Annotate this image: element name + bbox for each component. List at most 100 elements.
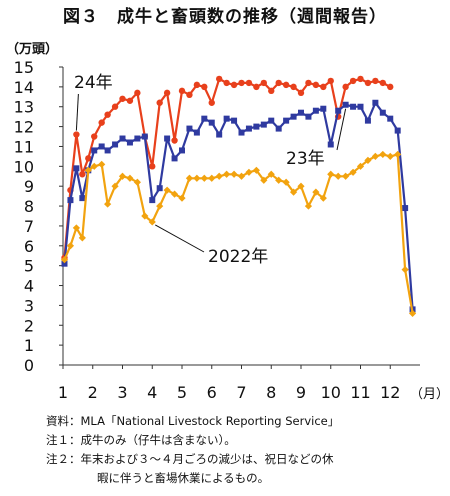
data-point (216, 131, 223, 138)
data-point (297, 182, 305, 190)
data-point (386, 152, 394, 160)
data-point (260, 79, 268, 87)
data-point (379, 109, 386, 116)
data-point (319, 194, 327, 202)
data-point (372, 77, 379, 85)
data-point (164, 135, 171, 142)
data-point (215, 75, 223, 83)
data-point (275, 79, 282, 87)
data-point (230, 81, 238, 89)
series-3 (60, 150, 417, 317)
y-tick-label: 8 (24, 197, 34, 216)
x-tick-label: 3 (117, 383, 127, 402)
data-point (126, 139, 133, 146)
data-point (305, 79, 312, 87)
data-point (275, 176, 283, 184)
chart-annotations: 24年 23年 2022年 (74, 73, 347, 267)
data-point (394, 150, 402, 159)
data-point (208, 119, 215, 126)
data-point (141, 212, 149, 220)
series-2 (61, 99, 416, 313)
data-point (201, 83, 208, 91)
data-point (67, 197, 74, 204)
data-point (252, 166, 260, 174)
data-point (98, 160, 106, 168)
data-point (126, 174, 134, 182)
data-point (111, 182, 119, 190)
data-point (312, 81, 320, 89)
annotation-label-23: 23年 (286, 149, 325, 169)
data-point (290, 113, 297, 120)
data-point (253, 123, 260, 130)
y-tick-label: 2 (24, 316, 34, 335)
y-tick-label: 0 (24, 356, 34, 375)
data-point (371, 152, 379, 160)
data-point (342, 83, 349, 91)
data-point (312, 107, 319, 114)
annotation-leader-2022 (155, 224, 205, 253)
data-point (170, 190, 179, 198)
y-tick-label: 1 (24, 336, 34, 355)
data-point (387, 115, 394, 122)
data-point (112, 141, 119, 148)
data-point (282, 178, 290, 186)
annotation-label-2022: 2022年 (208, 247, 268, 267)
data-point (364, 79, 372, 87)
data-point (357, 103, 364, 110)
data-point (267, 170, 275, 178)
data-point (98, 143, 105, 150)
data-point (379, 79, 387, 87)
data-point (119, 95, 126, 102)
series-1 (61, 75, 394, 261)
data-point (84, 166, 92, 174)
y-tick-label: 15 (14, 58, 34, 77)
data-point (237, 172, 246, 180)
data-point (208, 99, 215, 106)
series-line (63, 77, 391, 258)
note-2-line-1: 注２：年末および３～４月ごろの減少は、祝日などの休 (46, 452, 334, 466)
chart-series (60, 75, 417, 317)
data-point (402, 205, 409, 212)
data-point (79, 195, 86, 202)
data-point (179, 147, 185, 154)
y-tick-label: 10 (14, 157, 34, 176)
data-point (98, 119, 105, 126)
data-point (394, 127, 401, 134)
data-point (78, 234, 86, 242)
data-point (268, 87, 275, 95)
y-tick-label: 4 (24, 277, 34, 296)
data-point (238, 129, 245, 136)
data-point (268, 117, 275, 124)
data-point (312, 188, 320, 196)
data-point (356, 162, 365, 170)
data-point (126, 97, 134, 104)
data-point (156, 202, 164, 210)
data-point (148, 218, 156, 226)
y-tick-label: 7 (24, 217, 34, 236)
data-point (178, 87, 186, 95)
data-point (231, 117, 238, 124)
data-point (275, 125, 282, 132)
data-point (193, 81, 201, 89)
data-point (223, 170, 231, 178)
x-tick-label: 8 (266, 383, 276, 402)
data-point (193, 129, 200, 136)
x-tick-label: 11 (350, 383, 370, 402)
data-point (245, 125, 252, 132)
data-point (357, 75, 364, 83)
data-point (298, 109, 304, 116)
data-point (408, 309, 417, 317)
data-point (61, 260, 68, 267)
data-point (91, 133, 98, 140)
data-point (91, 147, 98, 154)
data-point (79, 171, 86, 178)
data-point (223, 79, 230, 87)
data-point (149, 163, 156, 170)
data-point (60, 256, 69, 264)
data-point (349, 77, 357, 85)
data-point (178, 194, 186, 202)
data-point (73, 131, 80, 138)
data-point (104, 200, 112, 208)
data-point (200, 174, 208, 182)
